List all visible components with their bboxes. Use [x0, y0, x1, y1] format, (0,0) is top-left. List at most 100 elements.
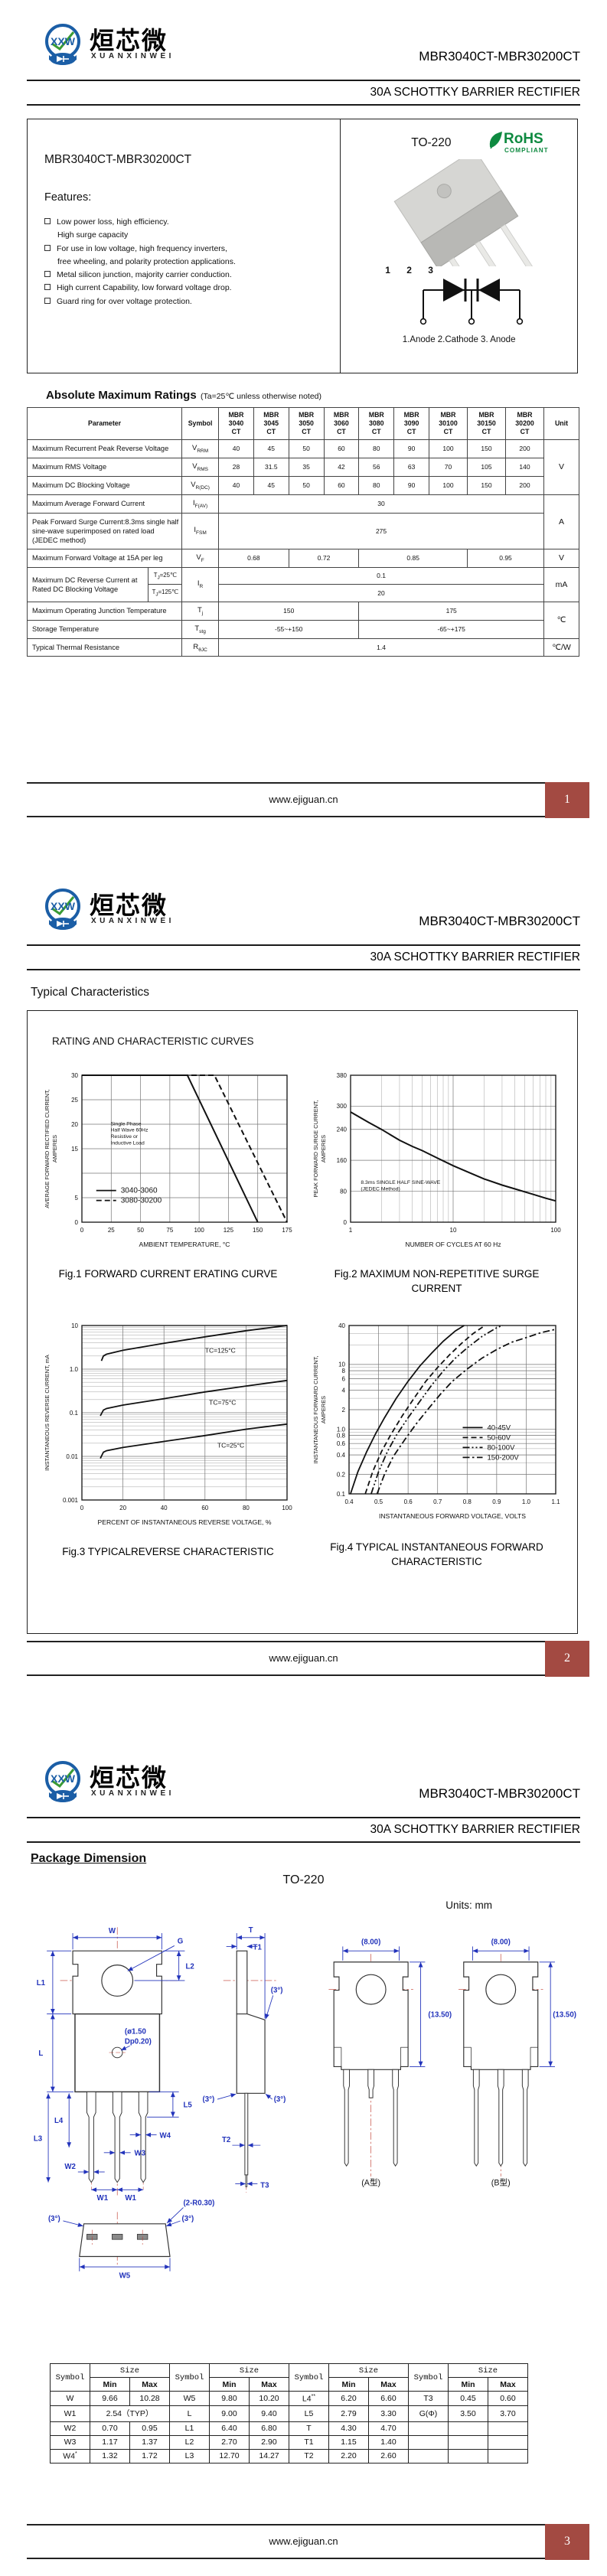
page-number-badge: 1 [545, 781, 589, 818]
figure-3: 0 20 40 60 80 100 10 1.0 0.1 0.01 0.001 PERCENT OF … [34, 1316, 302, 1570]
table-cell: Tstg [181, 619, 220, 639]
pin-numbers: 1 2 3 [385, 265, 440, 276]
table-cell: MBR 3045 CT [253, 407, 289, 440]
table-cell: 56 [358, 457, 395, 477]
table-cell: 1.32 [90, 2448, 130, 2464]
table-cell: T1 [289, 2434, 329, 2450]
features-column: MBR3040CT-MBR30200CT Features: Low power… [28, 119, 341, 373]
feature-item: Low power loss, high efficiency. [44, 216, 326, 228]
footer-url: www.ejiguan.cn [269, 794, 338, 805]
table-cell: MBR 3040 CT [218, 407, 254, 440]
header-rule-2 [27, 969, 580, 970]
svg-text:(8.00): (8.00) [491, 1938, 511, 1946]
page-footer: www.ejiguan.cn 3 [27, 2523, 589, 2560]
table-cell: Size [90, 2363, 170, 2378]
svg-text:10: 10 [449, 1227, 456, 1234]
curves-box-title: RATING AND CHARACTERISTIC CURVES [52, 1035, 254, 1047]
table-cell: Maximum Average Forward Current [26, 494, 183, 514]
page-header: XXW 烜芯微 XUANXINWEI MBR3040CT-MBR30200CT … [27, 21, 580, 106]
svg-text:60: 60 [201, 1505, 208, 1511]
svg-text:50-60V: 50-60V [487, 1433, 511, 1442]
table-cell: L5 [289, 2405, 329, 2422]
fig3-caption: Fig.3 TYPICALREVERSE CHARACTERISTIC [62, 1545, 274, 1557]
company-logo-graphic: XXW [45, 24, 80, 65]
header-rule-2 [27, 104, 580, 106]
table-cell: VRRM [181, 439, 220, 458]
brand-cn-name: 烜芯微 [90, 892, 168, 919]
package-dimension-title: Package Dimension [31, 1852, 147, 1865]
figure-2: 1 10 100 0 80 160 240 300 380 NUMBER OF CYCLES AT… [302, 1066, 571, 1296]
page-footer: www.ejiguan.cn 1 [27, 781, 589, 818]
package-leads [449, 223, 539, 266]
table-cell: MBR 30200 CT [505, 407, 545, 440]
svg-text:AMPERES: AMPERES [320, 1396, 327, 1423]
fig3-chart: 0 20 40 60 80 100 10 1.0 0.1 0.01 0.001 PERCENT OF … [42, 1316, 295, 1541]
table-cell [488, 2448, 528, 2464]
fig1-chart: 0 25 50 75 100 125 150 175 0 5 15 20 25 30 AMBIENT TEM… [42, 1066, 295, 1263]
svg-text:0.6: 0.6 [403, 1498, 413, 1505]
table-cell: 30 [218, 494, 545, 514]
svg-text:25: 25 [71, 1097, 78, 1104]
table-cell: 10.20 [249, 2391, 289, 2406]
svg-text:8.3ms SINGLE HALF SINE-WAVE: 8.3ms SINGLE HALF SINE-WAVE [361, 1180, 440, 1185]
checkbox-icon [44, 244, 51, 251]
svg-text:W4: W4 [159, 2131, 171, 2140]
to220-dimension-drawing: W G L1 L2 L (ø1.50 Dp0.20) L4 L3 L5 W4 [34, 1926, 576, 2281]
logo-check [51, 31, 75, 51]
table-cell: VF [181, 548, 220, 568]
svg-text:(13.50): (13.50) [553, 2010, 576, 2019]
table-cell: 0.60 [488, 2391, 528, 2406]
svg-text:80-100V: 80-100V [487, 1443, 515, 1452]
table-cell: W [50, 2391, 90, 2406]
part-number: MBR3040CT-MBR30200CT [419, 1786, 580, 1801]
table-cell: 9.80 [209, 2391, 250, 2406]
table-cell: L1 [169, 2421, 210, 2436]
package-dimension-table: Symbol Size Symbol Size Symbol Size Symbol Size… [50, 2363, 528, 2464]
table-cell: MBR 3060 CT [323, 407, 360, 440]
table-cell: 0.68 [218, 548, 289, 568]
table-cell: TJ=125℃ [148, 584, 183, 602]
fig2-caption: Fig.2 MAXIMUM NON-REPETITIVE SURGE CURRE… [334, 1268, 540, 1294]
table-cell: 1.17 [90, 2434, 130, 2450]
table-cell: Symbol [169, 2363, 210, 2392]
table-cell: 0.45 [448, 2391, 488, 2406]
b-type-leads [472, 2069, 529, 2167]
table-cell: Symbol [50, 2363, 90, 2392]
table-cell: IF(AV) [181, 494, 220, 514]
svg-text:INSTANTANEOUS FORWARD VOLTAGE,: INSTANTANEOUS FORWARD VOLTAGE, VOLTS [378, 1512, 525, 1520]
terminal-2 [468, 318, 475, 325]
table-cell: 12.70 [209, 2448, 250, 2464]
table-cell: MBR 3080 CT [358, 407, 395, 440]
table-cell: 1.4 [218, 637, 545, 657]
table-cell: RθJC [181, 637, 220, 657]
svg-text:(3°): (3°) [271, 1986, 283, 1994]
table-cell: 3.70 [488, 2405, 528, 2422]
table-cell [448, 2448, 488, 2464]
svg-text:0.4: 0.4 [344, 1498, 354, 1505]
svg-text:0.001: 0.001 [62, 1497, 78, 1504]
table-cell: Max [129, 2377, 170, 2392]
svg-text:6: 6 [341, 1375, 345, 1382]
table-cell: W4* [50, 2448, 90, 2464]
svg-text:(3°): (3°) [48, 2215, 60, 2223]
page-header: XXW 烜芯微 XUANXINWEI MBR3040CT-MBR30200CT … [27, 886, 580, 970]
feature-item: For use in low voltage, high frequency i… [44, 243, 326, 255]
table-cell: 2.20 [328, 2448, 369, 2464]
table-cell: 1.37 [129, 2434, 170, 2450]
table-cell: 10.28 [129, 2391, 170, 2406]
table-cell [448, 2434, 488, 2450]
checkbox-icon [44, 271, 51, 278]
table-cell: L4** [289, 2391, 329, 2406]
svg-text:W3: W3 [134, 2150, 145, 2158]
svg-text:T2: T2 [222, 2136, 230, 2144]
table-cell: W5 [169, 2391, 210, 2406]
brand-en-name: XUANXINWEI [91, 1789, 175, 1798]
fig1-caption: Fig.1 FORWARD CURRENT ERATING CURVE [58, 1268, 278, 1280]
svg-text:W2: W2 [64, 2163, 76, 2171]
table-cell: 14.27 [249, 2448, 289, 2464]
feature-item-cont: free wheeling, and polarity protection a… [57, 256, 236, 266]
table-cell: 50 [288, 475, 325, 495]
table-cell: L3 [169, 2448, 210, 2464]
svg-text:T1: T1 [253, 1943, 263, 1952]
table-cell: 275 [218, 512, 545, 549]
